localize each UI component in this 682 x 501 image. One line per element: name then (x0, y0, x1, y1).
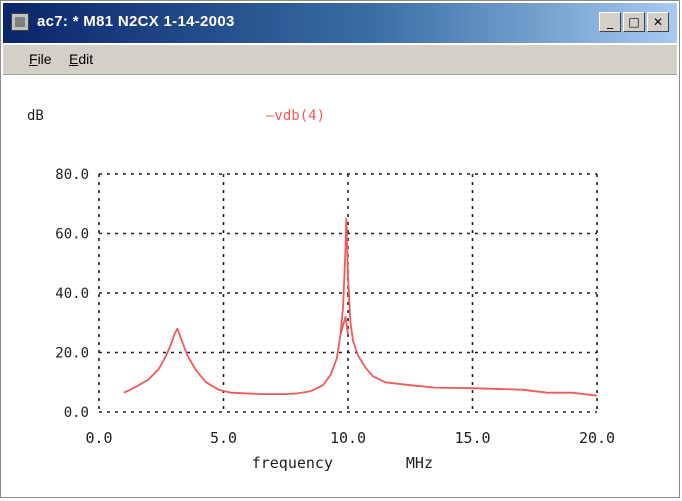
y-tick-label: 20.0 (55, 346, 89, 362)
menu-file-accel: F (29, 51, 38, 67)
y-tick-label: 0.0 (64, 405, 89, 421)
series-layer (123, 217, 598, 397)
legend-label: —vdb(4) (266, 108, 325, 124)
window-title: ac7: * M81 N2CX 1-14-2003 (37, 13, 235, 30)
app-icon[interactable] (11, 13, 29, 31)
title-bar[interactable]: ac7: * M81 N2CX 1-14-2003 _ □ ✕ (3, 3, 677, 43)
y-axis-label: dB (27, 108, 44, 124)
x-tick-label: 15.0 (454, 429, 490, 447)
y-tick-label: 80.0 (55, 167, 89, 183)
x-tick-label: 10.0 (330, 429, 366, 447)
x-tick-label: 20.0 (579, 429, 615, 447)
series-line-0 (123, 217, 598, 397)
x-axis-unit: MHz (406, 454, 433, 472)
plot-area: 0.0 20.0 40.0 60.0 80.0 0.0 5.0 10.0 15.0 20.0 dB f… (3, 76, 677, 495)
series-line-1 (339, 315, 349, 335)
close-button[interactable]: ✕ (647, 12, 669, 32)
menu-edit[interactable]: Edit (69, 51, 93, 67)
label-layer: 0.0 20.0 40.0 60.0 80.0 0.0 5.0 10.0 15.0 20.0 dB f… (27, 108, 615, 472)
menu-file-label: ile (37, 51, 52, 67)
x-tick-label: 5.0 (210, 429, 237, 447)
x-tick-label: 0.0 (85, 429, 112, 447)
minimize-button[interactable]: _ (599, 12, 621, 32)
x-axis-label: frequency (252, 454, 333, 472)
menu-file[interactable]: File (29, 51, 52, 67)
maximize-button[interactable]: □ (623, 12, 645, 32)
frequency-response-chart: 0.0 20.0 40.0 60.0 80.0 0.0 5.0 10.0 15.0 20.0 dB f… (27, 108, 615, 472)
menu-edit-accel: E (69, 51, 79, 67)
menu-bar: File Edit (3, 45, 677, 75)
y-tick-label: 40.0 (55, 286, 89, 302)
y-tick-label: 60.0 (55, 227, 89, 243)
menu-edit-label: dit (78, 51, 94, 67)
